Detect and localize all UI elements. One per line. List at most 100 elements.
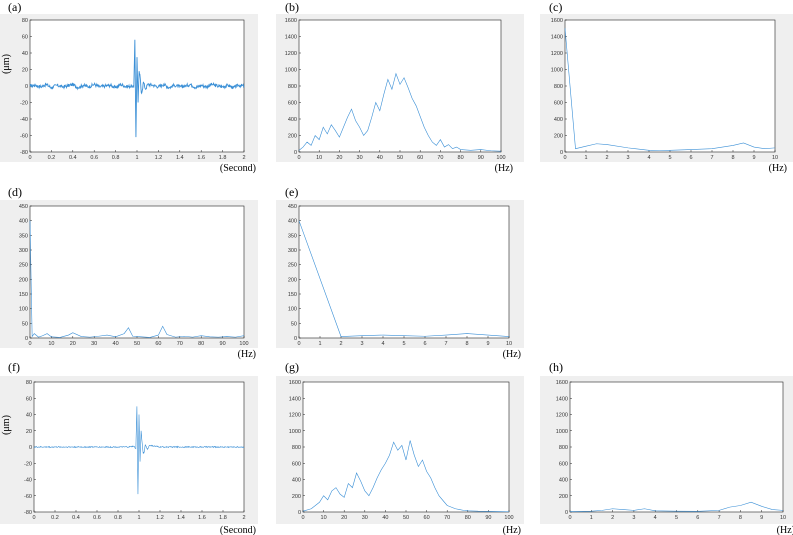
y-tick-label: 1200 [556, 413, 568, 419]
x-tick-label: 1.8 [219, 155, 227, 161]
x-axis-label: (Second) [220, 525, 256, 535]
x-tick-label: 90 [220, 341, 226, 347]
y-tick-label: -40 [20, 117, 28, 123]
x-tick-label: 2 [611, 515, 614, 521]
y-tick-label: 400 [559, 478, 568, 484]
panel-label: (f) [8, 360, 20, 374]
x-tick-label: 3 [632, 515, 635, 521]
x-tick-label: 9 [760, 515, 763, 521]
y-tick-label: 60 [22, 35, 28, 41]
x-tick-label: 3 [626, 155, 629, 161]
x-tick-label: 0.2 [51, 515, 59, 521]
x-tick-label: 60 [155, 341, 161, 347]
y-tick-label: 100 [288, 307, 297, 313]
y-tick-label: 20 [22, 68, 28, 74]
x-tick-label: 6 [423, 341, 426, 347]
x-tick-label: 2 [605, 155, 608, 161]
x-tick-label: 7 [718, 515, 721, 521]
x-tick-label: 0 [28, 341, 31, 347]
x-tick-label: 1 [584, 155, 587, 161]
x-tick-label: 40 [113, 341, 119, 347]
chart-panel-b: 0 10 20 30 40 50 60 70 80 90 100 1600 1400 1200 1000 80… [276, 0, 524, 174]
x-tick-label: 7 [710, 155, 713, 161]
y-tick-label: 1200 [551, 51, 563, 57]
y-tick-label: 0 [294, 336, 297, 342]
y-tick-label: 600 [554, 101, 563, 107]
y-tick-label: 1600 [556, 380, 568, 386]
y-tick-label: 300 [288, 248, 297, 254]
x-tick-label: 2 [242, 515, 245, 521]
plot-area [564, 19, 776, 153]
y-tick-label: 450 [19, 204, 28, 210]
x-tick-label: 8 [731, 155, 734, 161]
y-tick-label: 20 [26, 429, 32, 435]
x-tick-label: 8 [465, 341, 468, 347]
x-tick-label: 9 [752, 155, 755, 161]
x-tick-label: 20 [336, 155, 342, 161]
x-tick-label: 2 [339, 341, 342, 347]
y-tick-label: 0 [25, 336, 28, 342]
panel-label: (h) [549, 360, 563, 374]
y-tick-label: 80 [26, 380, 32, 386]
chart-panel-c: 0 1 2 3 4 5 6 7 8 9 10 1600 1400 1200 1000 800 600 400 200… [540, 0, 793, 174]
y-tick-label: 600 [559, 461, 568, 467]
x-tick-label: 0.2 [48, 155, 56, 161]
x-tick-label: 30 [362, 515, 368, 521]
x-tick-label: 90 [478, 155, 484, 161]
x-tick-label: 0 [568, 515, 571, 521]
x-tick-label: 0.6 [90, 155, 98, 161]
y-tick-label: -80 [24, 510, 32, 516]
x-tick-label: 100 [504, 515, 513, 521]
y-tick-label: 200 [554, 134, 563, 140]
plot-area [569, 381, 784, 513]
plot-area [302, 381, 510, 513]
x-tick-label: 100 [496, 155, 505, 161]
y-tick-label: 1600 [285, 18, 297, 24]
data-series-line [29, 220, 245, 338]
panel-label: (g) [285, 360, 299, 374]
x-tick-label: 0.6 [93, 515, 101, 521]
x-tick-label: 1.2 [155, 155, 163, 161]
x-axis-label: (Hz) [769, 163, 787, 174]
y-tick-label: 800 [554, 84, 563, 90]
y-tick-label: 600 [292, 461, 301, 467]
x-tick-label: 2 [242, 155, 245, 161]
y-tick-label: 1600 [289, 380, 301, 386]
y-tick-label: 800 [559, 445, 568, 451]
x-tick-label: 10 [48, 341, 54, 347]
chart-panel-f: 0 0.2 0.4 0.6 0.8 1 1.2 1.4 1.6 1.8 2 80 60 40 20 0 -20 -… [0, 360, 258, 535]
y-tick-label: 200 [288, 277, 297, 283]
y-axis-label: (μm) [1, 415, 12, 435]
x-tick-label: 0 [563, 155, 566, 161]
y-tick-label: 1000 [285, 68, 297, 74]
x-tick-label: 80 [198, 341, 204, 347]
data-series-line [564, 28, 776, 152]
x-tick-label: 30 [91, 341, 97, 347]
panel-label: (a) [8, 0, 21, 14]
x-tick-label: 1 [137, 515, 140, 521]
x-axis-label: (Hz) [777, 525, 793, 535]
x-tick-label: 6 [696, 515, 699, 521]
y-tick-label: 300 [19, 248, 28, 254]
y-tick-label: 0 [294, 150, 297, 156]
y-tick-label: 400 [19, 219, 28, 225]
data-series-line [302, 440, 510, 513]
y-tick-label: 40 [26, 413, 32, 419]
y-tick-label: -40 [24, 478, 32, 484]
x-tick-label: 1.4 [176, 155, 184, 161]
x-tick-label: 30 [357, 155, 363, 161]
y-tick-label: 1200 [285, 51, 297, 57]
y-tick-label: 450 [288, 204, 297, 210]
y-tick-label: 80 [22, 18, 28, 24]
y-tick-label: 400 [288, 117, 297, 123]
data-series-line [298, 220, 510, 337]
x-tick-label: 10 [506, 341, 512, 347]
y-tick-label: 1400 [285, 35, 297, 41]
x-tick-label: 20 [70, 341, 76, 347]
x-axis-label: (Hz) [503, 349, 521, 360]
x-tick-label: 50 [397, 155, 403, 161]
y-tick-label: 200 [292, 494, 301, 500]
y-tick-label: -80 [20, 150, 28, 156]
x-tick-label: 6 [689, 155, 692, 161]
y-tick-label: 50 [22, 321, 28, 327]
